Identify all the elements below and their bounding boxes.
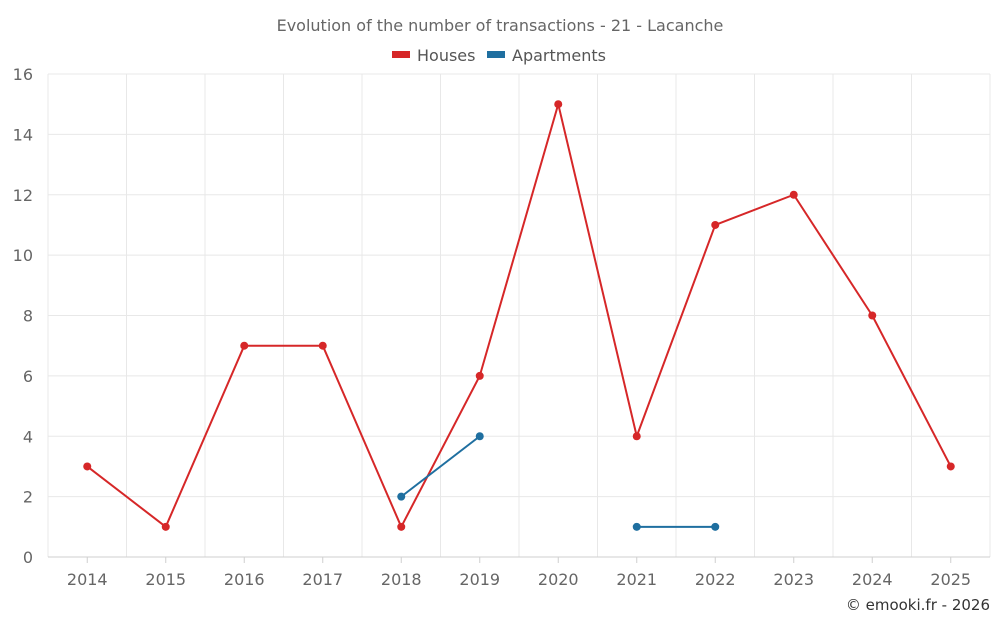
x-tick-label: 2016 — [224, 570, 265, 589]
x-tick-label: 2015 — [145, 570, 186, 589]
data-point-apartments[interactable] — [632, 522, 641, 531]
data-point-houses[interactable] — [946, 462, 955, 471]
data-point-houses[interactable] — [632, 432, 641, 441]
data-point-houses[interactable] — [475, 371, 484, 380]
y-tick-label: 2 — [23, 488, 33, 507]
x-tick-label: 2022 — [695, 570, 736, 589]
data-point-houses[interactable] — [318, 341, 327, 350]
series-line-apartments — [400, 435, 481, 498]
y-tick-label: 14 — [13, 125, 33, 144]
x-tick-label: 2024 — [852, 570, 893, 589]
credit-text: © emooki.fr - 2026 — [846, 596, 990, 614]
data-point-houses[interactable] — [83, 462, 92, 471]
series-line-houses — [86, 103, 952, 528]
x-tick-label: 2018 — [381, 570, 422, 589]
x-tick-label: 2025 — [930, 570, 971, 589]
y-tick-label: 12 — [13, 186, 33, 205]
legend-swatch-houses — [392, 51, 410, 58]
y-tick-label: 6 — [23, 367, 33, 386]
series-group — [83, 100, 955, 531]
x-tick-label: 2021 — [616, 570, 657, 589]
data-point-houses[interactable] — [554, 100, 563, 109]
x-tick-label: 2017 — [302, 570, 343, 589]
data-point-houses[interactable] — [711, 220, 720, 229]
y-tick-label: 10 — [13, 246, 33, 265]
data-point-apartments[interactable] — [397, 492, 406, 501]
legend-label-houses[interactable]: Houses — [417, 46, 475, 65]
chart-title: Evolution of the number of transactions … — [277, 16, 724, 35]
y-axis: 0 2 4 6 8 10 12 14 16 — [13, 65, 33, 567]
data-point-houses[interactable] — [868, 311, 877, 320]
x-tick-label: 2023 — [773, 570, 814, 589]
gridlines — [47, 73, 991, 557]
legend-label-apartments[interactable]: Apartments — [512, 46, 606, 65]
y-tick-label: 4 — [23, 427, 33, 446]
data-point-apartments[interactable] — [475, 432, 484, 441]
y-tick-label: 8 — [23, 307, 33, 326]
y-tick-label: 0 — [23, 548, 33, 567]
data-point-houses[interactable] — [161, 522, 170, 531]
x-tick-label: 2020 — [538, 570, 579, 589]
x-tick-label: 2019 — [459, 570, 500, 589]
data-point-houses[interactable] — [397, 522, 406, 531]
x-tick-label: 2014 — [67, 570, 108, 589]
data-point-houses[interactable] — [789, 190, 798, 199]
legend: Houses Apartments — [392, 46, 606, 65]
y-tick-label: 16 — [13, 65, 33, 84]
x-axis: 2014 2015 2016 2017 2018 2019 2020 2021 2022 2023… — [48, 556, 990, 589]
data-point-apartments[interactable] — [711, 522, 720, 531]
data-point-houses[interactable] — [240, 341, 249, 350]
legend-swatch-apartments — [487, 51, 505, 58]
